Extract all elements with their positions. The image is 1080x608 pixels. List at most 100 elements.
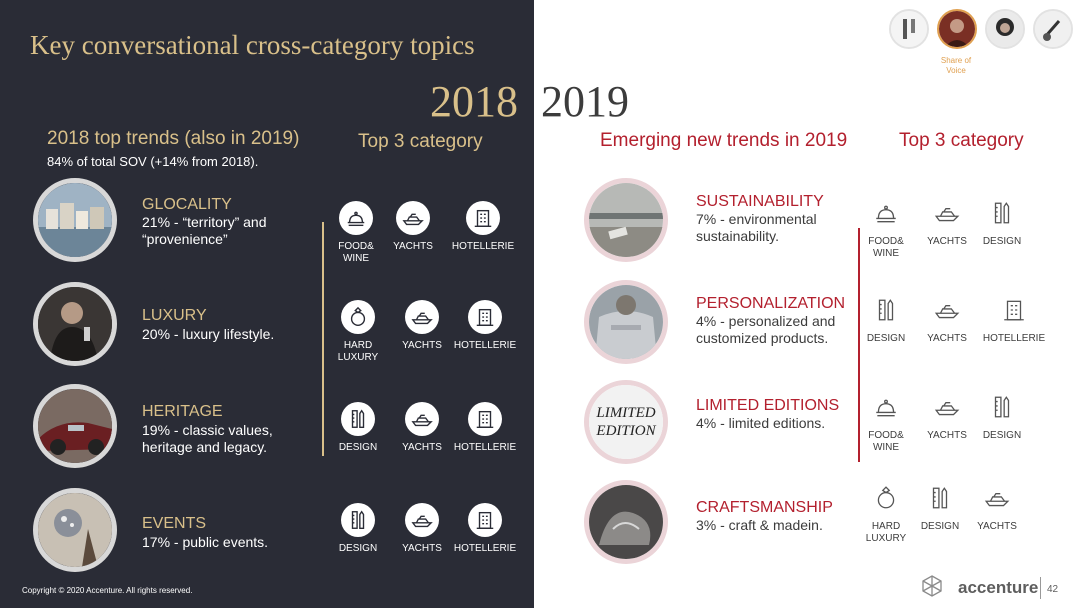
food-wine-icon [339,201,373,235]
year-2018: 2018 [430,77,518,126]
copyright: Copyright © 2020 Accenture. All rights r… [22,586,193,595]
trend-name: LUXURY [142,307,207,324]
category-label: HOTELLERIE [453,543,517,554]
category-label: DESIGN [338,442,378,453]
page-number: 42 [1047,584,1059,595]
food-wine-icon [869,390,903,424]
right-panel: Emerging new trends in 2019 Top 3 catego… [534,0,1080,608]
hotel-icon [997,293,1031,327]
left-heading: 2018 top trends (also in 2019) [47,128,300,149]
category-label: HARD LUXURY [865,521,907,544]
category-yachts: YACHTS [957,481,1037,533]
hotel-icon [466,201,500,235]
page-title: Key conversational cross-category topics [30,30,475,60]
category-label: DESIGN [338,543,378,554]
sustainability-photo [584,178,668,262]
accenture-emblem-icon [920,574,944,598]
category-label: FOOD& WINE [338,241,374,264]
glocality-photo [33,178,117,262]
category-design: DESIGN [962,196,1042,248]
yacht-icon [930,293,964,327]
design-icon [923,481,957,515]
category-yachts: YACHTS [907,390,987,442]
left-category-heading: Top 3 category [358,131,483,152]
category-label: YACHTS [402,340,442,351]
trend-description: 21% - “territory” and “provenience” [142,214,267,247]
design-icon [985,390,1019,424]
category-food-wine: FOOD& WINE [316,201,396,265]
category-label: FOOD& WINE [868,430,904,453]
accenture-logo: accenture [958,578,1039,597]
yacht-icon [405,402,439,436]
events-photo [33,488,117,572]
luxury-photo [33,282,117,366]
right-heading: Emerging new trends in 2019 [600,130,848,151]
category-hard-luxury: HARD LUXURY [846,481,926,545]
yacht-icon [396,201,430,235]
category-design: DESIGN [900,481,980,533]
year-2019: 2019 [541,77,629,126]
trend-description: 19% - classic values, heritage and legac… [142,422,273,455]
category-food-wine: FOOD& WINE [846,196,926,260]
category-hotellerie: HOTELLERIE [974,293,1054,345]
limited-editions-photo: LIMITED EDITION [584,380,668,464]
heritage-photo [33,384,117,468]
yacht-icon [405,300,439,334]
category-label: DESIGN [982,236,1022,247]
ring-icon [341,300,375,334]
food-wine-icon [869,196,903,230]
trend-name: SUSTAINABILITY [696,193,824,210]
left-subheading: 84% of total SOV (+14% from 2018). [47,154,259,169]
hotel-icon [468,300,502,334]
trend-name: GLOCALITY [142,196,232,213]
trend-description: 4% - personalized and customized product… [696,313,836,346]
category-label: YACHTS [393,241,433,252]
category-design: DESIGN [846,293,926,345]
design-icon [341,503,375,537]
category-yachts: YACHTS [373,201,453,253]
footer-divider [1040,577,1041,599]
category-design: DESIGN [318,402,398,454]
trend-name: EVENTS [142,515,207,532]
category-yachts: YACHTS [382,503,462,555]
photo-text: EDITION [595,423,656,439]
trend-description: 20% - luxury lifestyle. [142,326,275,342]
yacht-icon [405,503,439,537]
category-hotellerie: HOTELLERIE [445,503,525,555]
left-divider-line [322,222,324,456]
avatar-fashion[interactable] [889,9,929,49]
yacht-icon [930,196,964,230]
category-hotellerie: HOTELLERIE [445,402,525,454]
category-label: HARD LUXURY [337,340,379,363]
design-icon [869,293,903,327]
category-label: HOTELLERIE [982,333,1046,344]
avatar-share-of-voice[interactable] [937,9,977,49]
category-label: DESIGN [866,333,906,344]
category-label: HOTELLERIE [453,340,517,351]
category-yachts: YACHTS [382,300,462,352]
design-icon [985,196,1019,230]
trend-name: LIMITED EDITIONS [696,397,840,414]
hotel-icon [468,402,502,436]
avatar-music[interactable] [1033,9,1073,49]
category-label: YACHTS [927,333,967,344]
category-hard-luxury: HARD LUXURY [318,300,398,364]
category-label: YACHTS [927,236,967,247]
trend-name: CRAFTSMANSHIP [696,499,833,516]
category-food-wine: FOOD& WINE [846,390,926,454]
category-label: HOTELLERIE [453,442,517,453]
craftsmanship-photo [584,480,668,564]
yacht-icon [930,390,964,424]
personalization-photo [584,280,668,364]
trend-description: 7% - environmental sustainability. [696,211,817,244]
right-category-heading: Top 3 category [899,130,1024,151]
category-yachts: YACHTS [382,402,462,454]
category-label: YACHTS [402,442,442,453]
trend-description: 3% - craft & madein. [696,517,823,533]
category-label: YACHTS [927,430,967,441]
category-yachts: YACHTS [907,293,987,345]
category-hotellerie: HOTELLERIE [445,300,525,352]
category-label: DESIGN [982,430,1022,441]
avatar-person[interactable] [985,9,1025,49]
category-label: YACHTS [977,521,1017,532]
